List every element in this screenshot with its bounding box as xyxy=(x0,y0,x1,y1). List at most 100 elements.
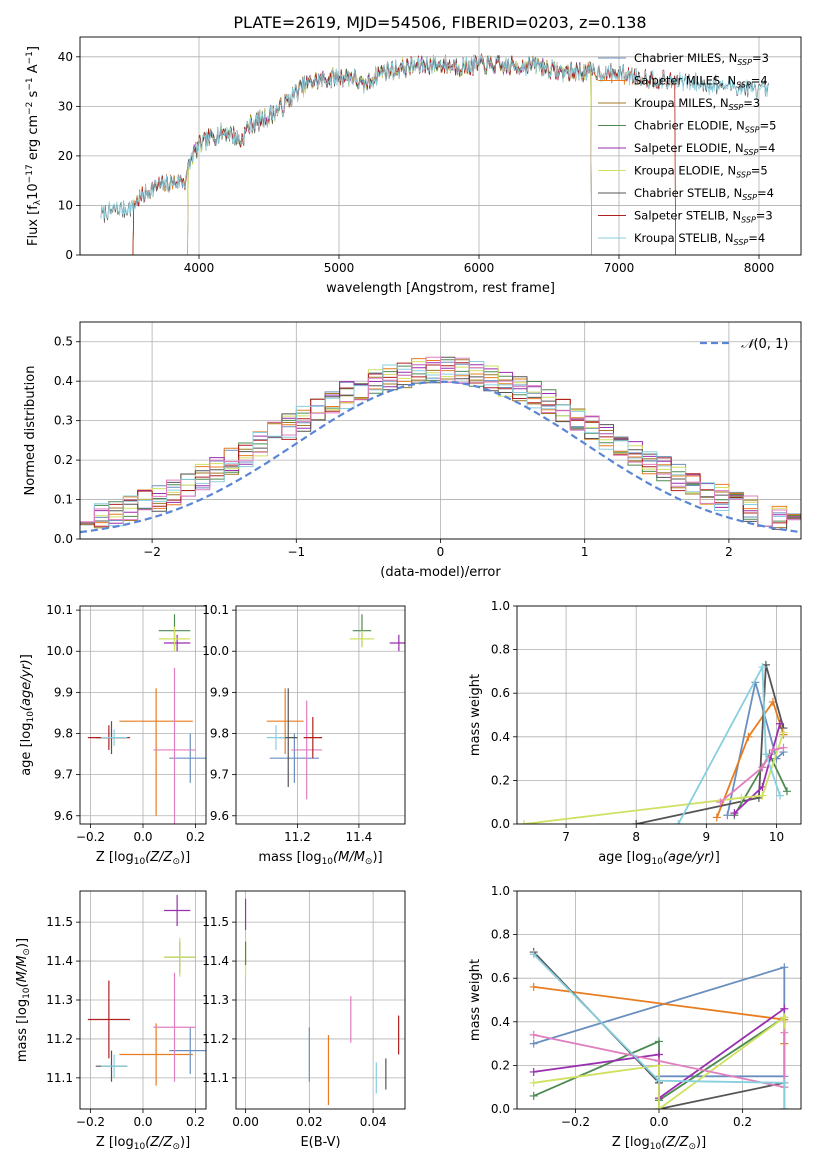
plot-area xyxy=(87,894,206,1086)
weight-line-0 xyxy=(726,682,785,816)
x-axis-label: age [log10(age/yr)] xyxy=(598,850,720,867)
y-tick-label: 10 xyxy=(58,198,73,212)
legend-text: =4 xyxy=(748,231,765,245)
y-axis-label-text: mass weight xyxy=(468,674,483,756)
y-tick-label: 0.0 xyxy=(491,1102,510,1116)
weight-marker xyxy=(716,798,725,807)
weight-marker xyxy=(529,950,538,959)
legend-sub: SSP xyxy=(741,216,756,225)
y-axis-label: age [log10(age/yr)] xyxy=(19,654,36,776)
label-part: Z [log xyxy=(96,850,134,865)
label-sup: −1 xyxy=(25,77,35,90)
plot-area xyxy=(244,898,400,1106)
legend-text: =4 xyxy=(751,74,768,88)
weight-marker xyxy=(782,787,791,796)
label-sub: 10 xyxy=(134,857,146,867)
legend-text: =4 xyxy=(758,141,775,155)
x-tick-label: 1 xyxy=(581,545,589,559)
label-part: s xyxy=(26,90,41,101)
y-tick-label: 0.0 xyxy=(491,817,510,831)
y-tick-label: 30 xyxy=(58,99,73,113)
plot-area xyxy=(266,614,405,800)
x-tick-label: 6000 xyxy=(464,261,495,275)
spectrum-line-5 xyxy=(187,54,592,255)
normal-curve xyxy=(80,380,801,534)
x-tick-label: 4000 xyxy=(184,261,215,275)
x-tick-label: 0.2 xyxy=(186,830,205,844)
legend-entry: Chabrier MILES, NSSP=3 xyxy=(634,51,769,67)
weight-marker xyxy=(737,793,746,802)
label-part: erg cm xyxy=(26,115,41,164)
y-axis-label: mass weight xyxy=(468,674,483,756)
y-tick-label: 10.0 xyxy=(46,644,73,658)
legend-sub: SSP xyxy=(729,103,744,112)
label-part: (age/yr) xyxy=(19,659,34,711)
legend-sub: SSP xyxy=(736,171,751,180)
weight-line-7 xyxy=(677,663,781,824)
weight-marker xyxy=(780,1013,789,1022)
legend-text: Chabrier ELODIE, N xyxy=(634,119,745,133)
label-part: (Z/Z xyxy=(145,850,173,865)
axes-frame xyxy=(79,321,802,540)
spectrum-line-4 xyxy=(187,53,592,255)
label-part: age [log xyxy=(19,723,34,776)
y-tick-label: 0.8 xyxy=(491,928,510,942)
label-sub: ⊙ xyxy=(365,857,373,867)
y-tick-label: 11.3 xyxy=(46,993,73,1007)
label-sup: −17 xyxy=(25,164,35,183)
label-sub: ⊙ xyxy=(22,948,32,956)
y-tick-label: 0.6 xyxy=(491,686,510,700)
weight-line-6 xyxy=(533,1032,786,1089)
x-axis-label: Z [log10(Z/Z⊙)] xyxy=(96,850,190,867)
x-tick-label: 0.04 xyxy=(360,1115,387,1129)
y-tick-label: 10.1 xyxy=(202,603,229,617)
x-axis-label: Z [log10(Z/Z⊙)] xyxy=(96,1135,190,1152)
y-tick-label: 10.0 xyxy=(202,644,229,658)
label-part: mass [log xyxy=(15,999,30,1062)
legend-text: (0, 1) xyxy=(753,337,788,352)
x-tick-label: 7 xyxy=(562,830,570,844)
weight-line-7 xyxy=(533,953,786,1109)
legend-entry: Salpeter MILES, NSSP=4 xyxy=(634,74,768,90)
x-tick-label: 8000 xyxy=(744,261,775,275)
label-part: )] xyxy=(15,938,30,948)
label-sub: 10 xyxy=(650,1142,662,1152)
label-part: ] xyxy=(19,654,34,659)
spectrum-legend: Chabrier MILES, NSSP=3 Salpeter MILES, NS… xyxy=(598,51,776,247)
x-tick-label: −1 xyxy=(287,545,305,559)
legend-text: Kroupa STELIB, N xyxy=(634,231,734,245)
spectrum-line-1 xyxy=(132,53,676,255)
x-axis-label: E(B-V) xyxy=(300,1135,340,1150)
y-tick-label: 9.6 xyxy=(210,809,229,823)
weight-marker xyxy=(655,1037,663,1046)
weight-marker xyxy=(780,1078,789,1087)
y-tick-label: 11.5 xyxy=(202,915,229,929)
label-sub: ⊙ xyxy=(688,1142,696,1152)
legend-entry: Chabrier STELIB, NSSP=4 xyxy=(634,186,774,202)
y-tick-label: 11.5 xyxy=(46,915,73,929)
label-sub: ⊙ xyxy=(172,857,180,867)
y-tick-label: 1.0 xyxy=(491,884,510,898)
x-tick-label: 0.02 xyxy=(296,1115,323,1129)
label-part: (age/yr) xyxy=(663,850,715,865)
x-tick-label: 8 xyxy=(632,830,640,844)
y-tick-label: 11.2 xyxy=(46,1032,73,1046)
y-tick-label: 9.7 xyxy=(210,768,229,782)
axes-frame xyxy=(516,605,802,825)
weight-marker xyxy=(744,732,753,741)
x-tick-label: 0.0 xyxy=(649,1115,668,1129)
label-part: Z [log xyxy=(96,1135,134,1150)
weight-marker xyxy=(712,813,721,822)
x-axis-label-text: wavelength [Angstrom, rest frame] xyxy=(326,281,555,296)
label-sub: 10 xyxy=(322,857,334,867)
legend-text: =5 xyxy=(760,119,777,133)
weight-marker xyxy=(520,820,529,824)
axes-frame xyxy=(79,605,207,825)
weight-marker xyxy=(775,719,784,728)
y-tick-label: 9.8 xyxy=(54,727,73,741)
axes-frame xyxy=(79,890,207,1110)
metallicity-age-panel: −0.2 0.0 0.29.69.79.89.910.010.1Z [log10(Z… xyxy=(19,603,207,867)
label-sup: −2 xyxy=(25,102,35,115)
legend-text: =3 xyxy=(752,51,769,65)
x-tick-label: 10 xyxy=(769,830,784,844)
